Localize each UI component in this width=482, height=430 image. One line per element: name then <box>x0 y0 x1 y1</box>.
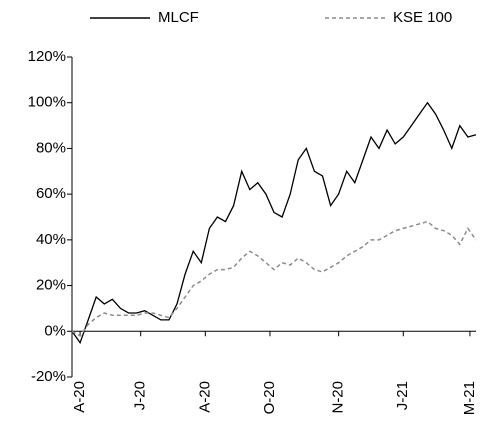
x-tick-label: O-20 <box>261 381 278 414</box>
y-tick-label: 40% <box>36 231 66 248</box>
series-line <box>71 220 477 337</box>
x-tick-label: A-20 <box>196 381 213 413</box>
y-tick-label: 60% <box>36 185 66 202</box>
x-tick-label: A-20 <box>71 381 88 413</box>
x-tick-label: M-21 <box>461 381 478 415</box>
y-tick-label: 20% <box>36 277 66 294</box>
legend-label: MLCF <box>158 9 199 26</box>
x-tick-label: J-21 <box>394 381 411 410</box>
x-tick-label: N-20 <box>330 381 347 414</box>
series-line <box>71 101 477 345</box>
y-tick-label: 120% <box>28 48 66 65</box>
y-tick-label: 80% <box>36 139 66 156</box>
y-tick-label: 0% <box>44 322 66 339</box>
y-tick-label: 100% <box>28 94 66 111</box>
x-tick-label: J-20 <box>132 381 149 410</box>
legend-label: KSE 100 <box>393 9 452 26</box>
y-tick-label: -20% <box>31 368 66 385</box>
